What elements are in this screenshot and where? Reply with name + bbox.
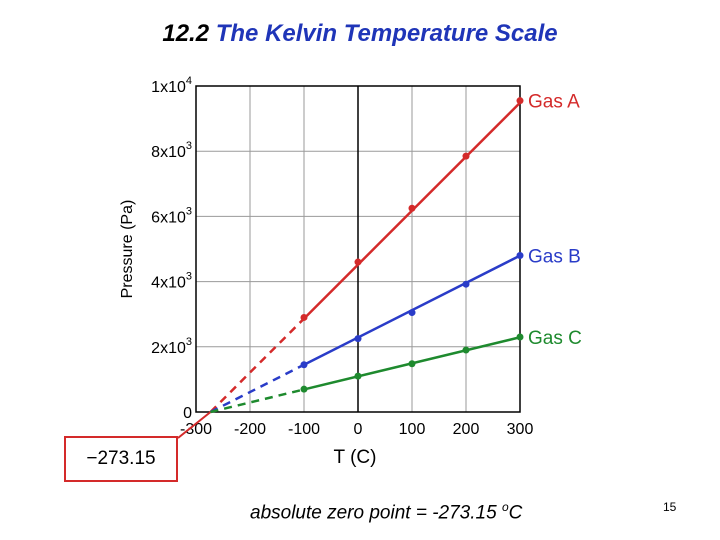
- y-axis-label: Pressure (Pa): [119, 200, 136, 299]
- y-tick-label: 4x103: [151, 271, 192, 292]
- y-tick-base: 6x10: [151, 209, 186, 226]
- y-tick-base: 4x10: [151, 275, 186, 292]
- y-tick-label: 2x103: [151, 336, 192, 357]
- x-axis-label: T (C): [334, 447, 377, 468]
- series-point: [516, 252, 524, 260]
- series-point: [408, 309, 416, 317]
- series-point: [516, 97, 524, 105]
- y-tick-base: 2x10: [151, 340, 186, 357]
- y-tick-label: 0: [183, 405, 192, 422]
- series-label: Gas A: [528, 92, 580, 113]
- series-point: [300, 385, 308, 393]
- absolute-zero-callout: −273.15: [64, 436, 178, 482]
- series-label: Gas B: [528, 247, 581, 268]
- series-point: [354, 258, 362, 266]
- title-number: 12.2: [162, 20, 210, 47]
- x-axis-ticks: -300 -200 -100 0 100 200 300: [180, 421, 533, 438]
- x-tick-label: 300: [507, 421, 534, 438]
- series-point: [462, 346, 470, 354]
- series-point: [408, 360, 416, 368]
- series-extrapolation-line: [209, 317, 305, 413]
- series-point: [462, 152, 470, 160]
- y-tick-exponent: 3: [186, 271, 192, 283]
- x-tick-label: -200: [234, 421, 266, 438]
- callout-text: −273.15: [86, 448, 156, 469]
- series-point: [300, 313, 308, 321]
- absolute-zero-footnote: absolute zero point = -273.15 oC: [250, 500, 522, 524]
- x-tick-label: 100: [399, 421, 426, 438]
- y-tick-exponent: 3: [186, 140, 192, 152]
- footnote-degree: o: [501, 500, 509, 514]
- chart-series: Gas A Gas B Gas C: [209, 92, 582, 414]
- y-tick-exponent: 4: [186, 75, 192, 87]
- y-tick-exponent: 3: [186, 205, 192, 217]
- x-tick-label: -100: [288, 421, 320, 438]
- y-tick-base: 1x10: [151, 79, 186, 96]
- page-title: 12.2 The Kelvin Temperature Scale: [0, 20, 720, 48]
- chart-grid: [195, 85, 521, 413]
- y-tick-label: 1x104: [151, 75, 192, 96]
- title-text: The Kelvin Temperature Scale: [215, 20, 558, 47]
- y-tick-label: 6x103: [151, 205, 192, 226]
- series-point: [462, 280, 470, 288]
- plot-frame: [195, 85, 521, 413]
- series-label: Gas C: [528, 328, 582, 349]
- y-tick-base: 8x10: [151, 144, 186, 161]
- x-tick-label: -300: [180, 421, 212, 438]
- series-point: [354, 335, 362, 343]
- y-tick-base: 0: [183, 405, 192, 422]
- series-point: [354, 372, 362, 380]
- page-number: 15: [663, 500, 677, 514]
- y-tick-label: 8x103: [151, 140, 192, 161]
- series-point: [300, 361, 308, 369]
- footnote-unit: C: [508, 502, 523, 524]
- y-tick-exponent: 3: [186, 336, 192, 348]
- x-tick-label: 200: [453, 421, 480, 438]
- footnote-prefix: absolute zero point = -273.15: [250, 502, 502, 524]
- series-extrapolation-line: [209, 363, 305, 414]
- series-point: [516, 333, 524, 341]
- series-extrapolation-line: [210, 388, 305, 414]
- callout-pointer-line: [177, 411, 212, 439]
- x-tick-label: 0: [354, 421, 363, 438]
- series-point: [408, 204, 416, 212]
